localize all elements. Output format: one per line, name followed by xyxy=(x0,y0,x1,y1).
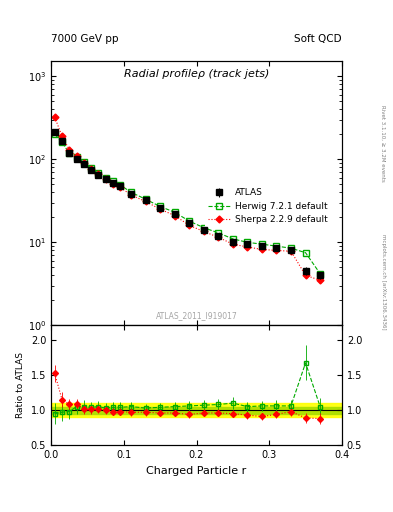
Legend: ATLAS, Herwig 7.2.1 default, Sherpa 2.2.9 default: ATLAS, Herwig 7.2.1 default, Sherpa 2.2.… xyxy=(204,185,332,228)
X-axis label: Charged Particle r: Charged Particle r xyxy=(146,466,247,476)
Text: mcplots.cern.ch [arXiv:1306.3436]: mcplots.cern.ch [arXiv:1306.3436] xyxy=(381,234,386,329)
Text: Radial profileρ (track jets): Radial profileρ (track jets) xyxy=(124,69,269,79)
Text: Soft QCD: Soft QCD xyxy=(294,33,342,44)
Text: 7000 GeV pp: 7000 GeV pp xyxy=(51,33,119,44)
Y-axis label: Ratio to ATLAS: Ratio to ATLAS xyxy=(16,352,25,418)
Text: ATLAS_2011_I919017: ATLAS_2011_I919017 xyxy=(156,311,237,320)
Text: Rivet 3.1.10, ≥ 3.2M events: Rivet 3.1.10, ≥ 3.2M events xyxy=(381,105,386,182)
